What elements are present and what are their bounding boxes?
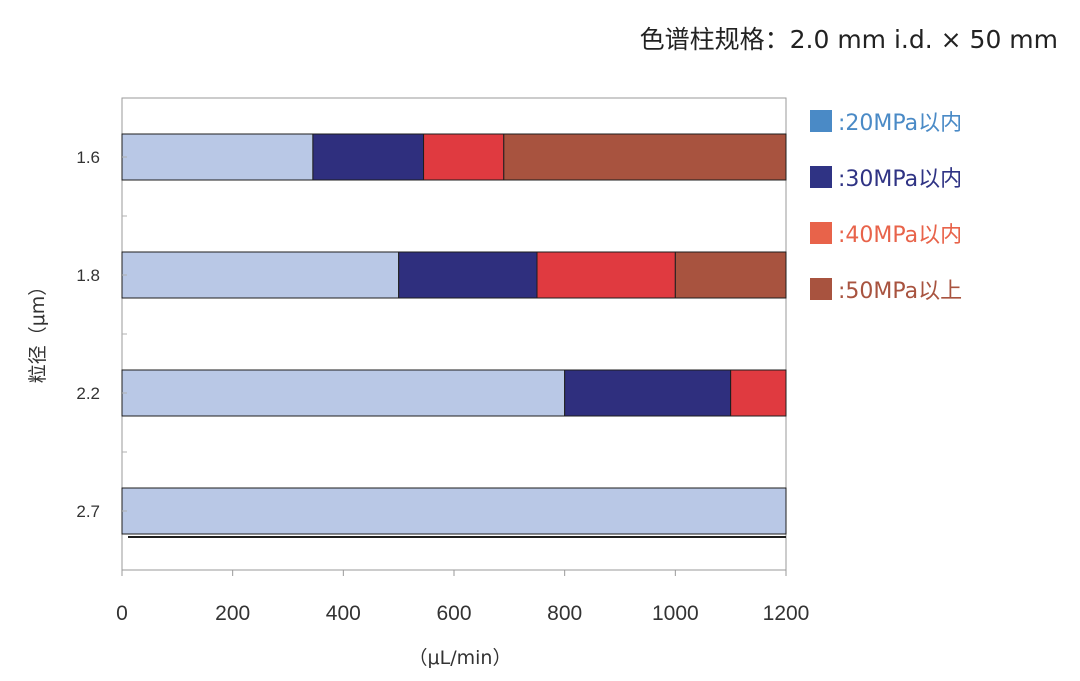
legend: :20MPa以内 :30MPa以内 :40MPa以内 :50MPa以上 — [810, 110, 962, 304]
legend-label-3: :40MPa以内 — [838, 223, 962, 248]
bar-segment-1.8-series-2 — [398, 251, 538, 299]
bar-segment-2.2-series-3 — [730, 369, 787, 417]
x-tick-label: 400 — [326, 602, 361, 625]
legend-swatch-4 — [810, 278, 832, 300]
x-tick-label: 0 — [116, 602, 128, 625]
x-tick-label: 600 — [436, 602, 471, 625]
x-tick-label: 1000 — [652, 602, 699, 625]
bar-segment-2.2-series-2 — [564, 369, 732, 417]
y-tick-label: 2.2 — [76, 384, 100, 403]
y-tick-label: 1.6 — [76, 148, 100, 167]
x-tick-label: 200 — [215, 602, 250, 625]
bar-segment-1.6-series-1 — [121, 133, 314, 181]
bar-segment-2.7-series-1 — [121, 487, 787, 535]
x-axis-title: （μL/min） — [409, 647, 512, 669]
legend-swatch-3 — [810, 222, 832, 244]
y-axis-title: 粒径（μm） — [27, 277, 49, 384]
x-tick-label: 1200 — [763, 602, 810, 625]
bar-segment-2.2-series-1 — [121, 369, 566, 417]
legend-swatch-2 — [810, 166, 832, 188]
legend-label-2: :30MPa以内 — [838, 167, 962, 192]
bar-segment-1.8-series-1 — [121, 251, 400, 299]
bar-segment-1.6-series-3 — [423, 133, 505, 181]
bar-segment-1.8-series-3 — [536, 251, 676, 299]
y-tick-label: 2.7 — [76, 502, 100, 521]
legend-label-4: :50MPa以上 — [838, 279, 962, 304]
y-tick-label: 1.8 — [76, 266, 100, 285]
bars-layer — [121, 133, 787, 538]
x-tick-label: 800 — [547, 602, 582, 625]
x-axis-ticks: 0 200 400 600 800 1000 1200 — [116, 570, 809, 625]
bar-segment-1.6-series-2 — [312, 133, 425, 181]
y-axis-ticks: 1.6 1.8 2.2 2.7 — [76, 148, 127, 521]
bar-segment-1.6-series-4 — [503, 133, 787, 181]
legend-label-1: :20MPa以内 — [838, 111, 962, 136]
legend-swatch-1 — [810, 110, 832, 132]
bar-segment-1.8-series-4 — [674, 251, 787, 299]
column-spec-title: 色谱柱规格：2.0 mm i.d. × 50 mm — [640, 25, 1058, 54]
